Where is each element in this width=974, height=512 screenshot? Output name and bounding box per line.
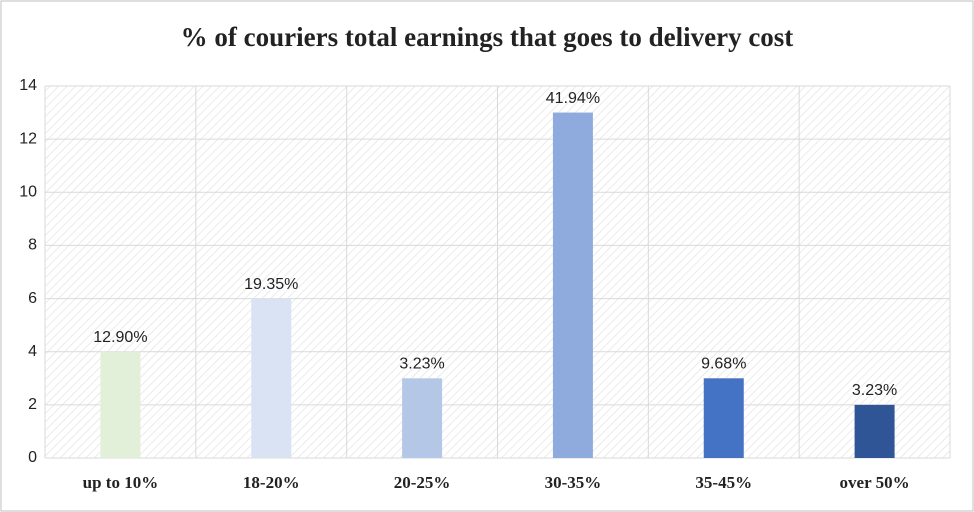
x-tick-label: 18-20% — [243, 473, 300, 492]
bar — [703, 378, 744, 458]
chart-title: % of couriers total earnings that goes t… — [181, 22, 794, 52]
y-tick-label: 10 — [19, 184, 37, 201]
bar — [100, 351, 141, 458]
x-tick-label: up to 10% — [83, 473, 159, 492]
x-tick-label: over 50% — [840, 473, 910, 492]
y-tick-label: 6 — [28, 290, 37, 307]
y-tick-label: 2 — [28, 396, 37, 413]
x-tick-label: 20-25% — [394, 473, 451, 492]
y-tick-label: 8 — [28, 237, 37, 254]
x-tick-label: 30-35% — [545, 473, 602, 492]
value-label: 19.35% — [244, 276, 298, 293]
y-tick-label: 12 — [19, 130, 37, 147]
y-tick-label: 0 — [28, 449, 37, 466]
bar — [854, 404, 895, 458]
value-label: 12.90% — [93, 329, 147, 346]
y-tick-label: 4 — [28, 343, 37, 360]
value-label: 41.94% — [546, 90, 600, 107]
x-tick-label: 35-45% — [695, 473, 752, 492]
bar — [402, 378, 443, 458]
value-label: 3.23% — [852, 382, 897, 399]
y-tick-label: 14 — [19, 77, 37, 94]
bar — [552, 112, 593, 459]
bar — [251, 298, 292, 458]
value-label: 9.68% — [701, 356, 746, 373]
value-label: 3.23% — [399, 356, 444, 373]
